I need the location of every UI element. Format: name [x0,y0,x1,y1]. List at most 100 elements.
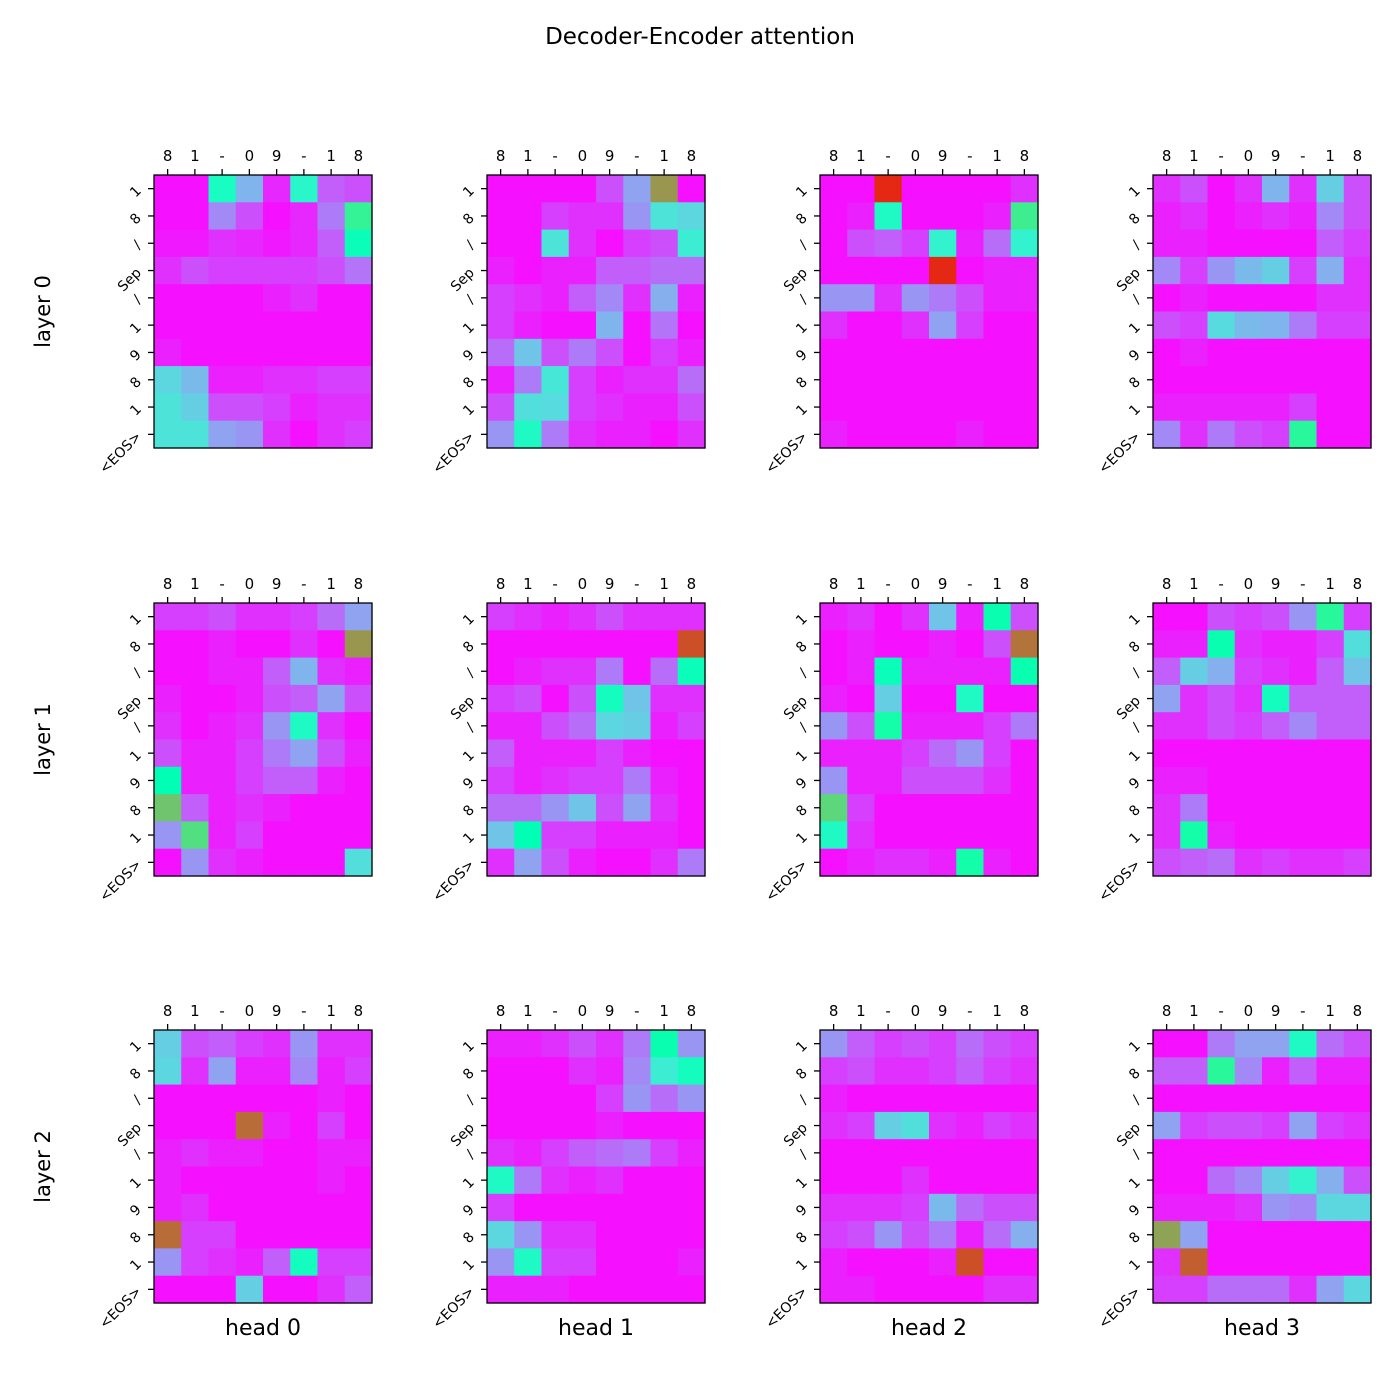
heatmap-cell [956,1193,985,1222]
heatmap-cell [1010,712,1039,741]
heatmap-cell [1153,739,1181,768]
heatmap-cell [1207,821,1236,850]
heatmap-cell [929,1248,957,1277]
heatmap-cell [317,630,346,659]
heatmap-cell [344,284,373,313]
heatmap-cell [235,848,264,877]
heatmap-cell [181,794,210,822]
heatmap-cell [820,284,848,313]
heatmap-cell [874,202,903,231]
heatmap-cell [541,848,570,877]
heatmap-cell [650,1166,679,1195]
x-tick-label: 1 [190,147,200,165]
heatmap-cell [541,366,570,394]
heatmap-cell [901,1084,930,1113]
heatmap-cell [154,338,182,367]
heatmap-cell [181,1139,210,1168]
heatmap-cell [263,630,291,659]
heatmap-cell [1316,1221,1345,1249]
heatmap-cell [1262,712,1290,741]
y-tick-label: <EOS> [97,429,145,477]
x-tick-label: 8 [829,147,839,165]
heatmap-cell [901,311,930,340]
y-tick-label: 1 [793,1175,811,1193]
heatmap-cell [317,229,346,258]
heatmap-cell [901,657,930,686]
heatmap-cell [154,684,182,713]
heatmap-cell [263,1166,291,1195]
heatmap-cell [1180,1030,1209,1058]
heatmap-cell [487,420,515,449]
heatmap-cell [541,175,570,203]
heatmap-cell [344,420,373,449]
heatmap-cell [1180,202,1209,231]
heatmap-cell [181,1166,210,1195]
heatmap-cell [956,766,985,795]
heatmap-cell [487,393,515,422]
heatmap-cell [290,1057,319,1086]
heatmap-cell [154,1084,182,1113]
heatmap-cell [1010,848,1039,877]
heatmap-cell [514,1248,543,1277]
heatmap-cell [1207,1221,1236,1249]
x-tick-label: 9 [605,575,615,593]
heatmap-cell [596,821,624,850]
heatmap-cell [820,630,848,659]
heatmap-cell [820,657,848,686]
heatmap-cell [596,1084,624,1113]
heatmap-cell [1343,794,1372,822]
heatmap-cell [181,1221,210,1249]
y-tick-label: 1 [460,1038,478,1056]
x-tick-label: 0 [911,147,921,165]
heatmap-cell [317,766,346,795]
heatmap-cell [235,739,264,768]
heatmap-cell [1234,311,1263,340]
heatmap-cell [487,821,515,850]
heatmap-cell [514,766,543,795]
heatmap-cell [901,338,930,367]
heatmap-cell [956,657,985,686]
heatmap-cell [1207,229,1236,258]
heatmap-cell [568,1030,597,1058]
heatmap-cell [263,338,291,367]
heatmap-cell [1010,766,1039,795]
heatmap-cell [290,202,319,231]
y-tick-label: / [463,666,478,681]
heatmap-cell [208,1248,237,1277]
heatmap-cell [1153,794,1181,822]
heatmap-cell [235,284,264,313]
heatmap-cell [623,848,652,877]
heatmap-cell [874,712,903,741]
heatmap-cell [1234,1248,1263,1277]
heatmap-cell [1316,338,1345,367]
heatmap-cell [1316,1030,1345,1058]
heatmap-cell [677,684,706,713]
heatmap-cell [596,1030,624,1058]
heatmap-cell [677,766,706,795]
heatmap-cell [1010,1030,1039,1058]
heatmap-cell [820,1030,848,1058]
y-tick-label: 1 [1126,320,1144,338]
heatmap-cell [1153,256,1181,285]
heatmap-cell [1289,766,1318,795]
y-tick-label: / [1129,238,1144,253]
heatmap-cell [1316,420,1345,449]
heatmap-cell [263,848,291,877]
heatmap-cell [1180,1221,1209,1249]
heatmap-cell [208,1057,237,1086]
heatmap-cell [623,338,652,367]
heatmap-cell [290,657,319,686]
heatmap-cell [1010,366,1039,394]
heatmap-cell [487,1111,515,1140]
heatmap-cell [208,311,237,340]
y-tick-label: / [796,720,811,735]
heatmap-cell [487,1193,515,1222]
heatmap-cell [1010,311,1039,340]
heatmap-cell [901,1111,930,1140]
heatmap-cell [677,821,706,850]
x-tick-label: - [1218,575,1223,593]
y-tick-label: 1 [460,748,478,766]
heatmap-cell [929,229,957,258]
x-tick-label: 8 [829,575,839,593]
